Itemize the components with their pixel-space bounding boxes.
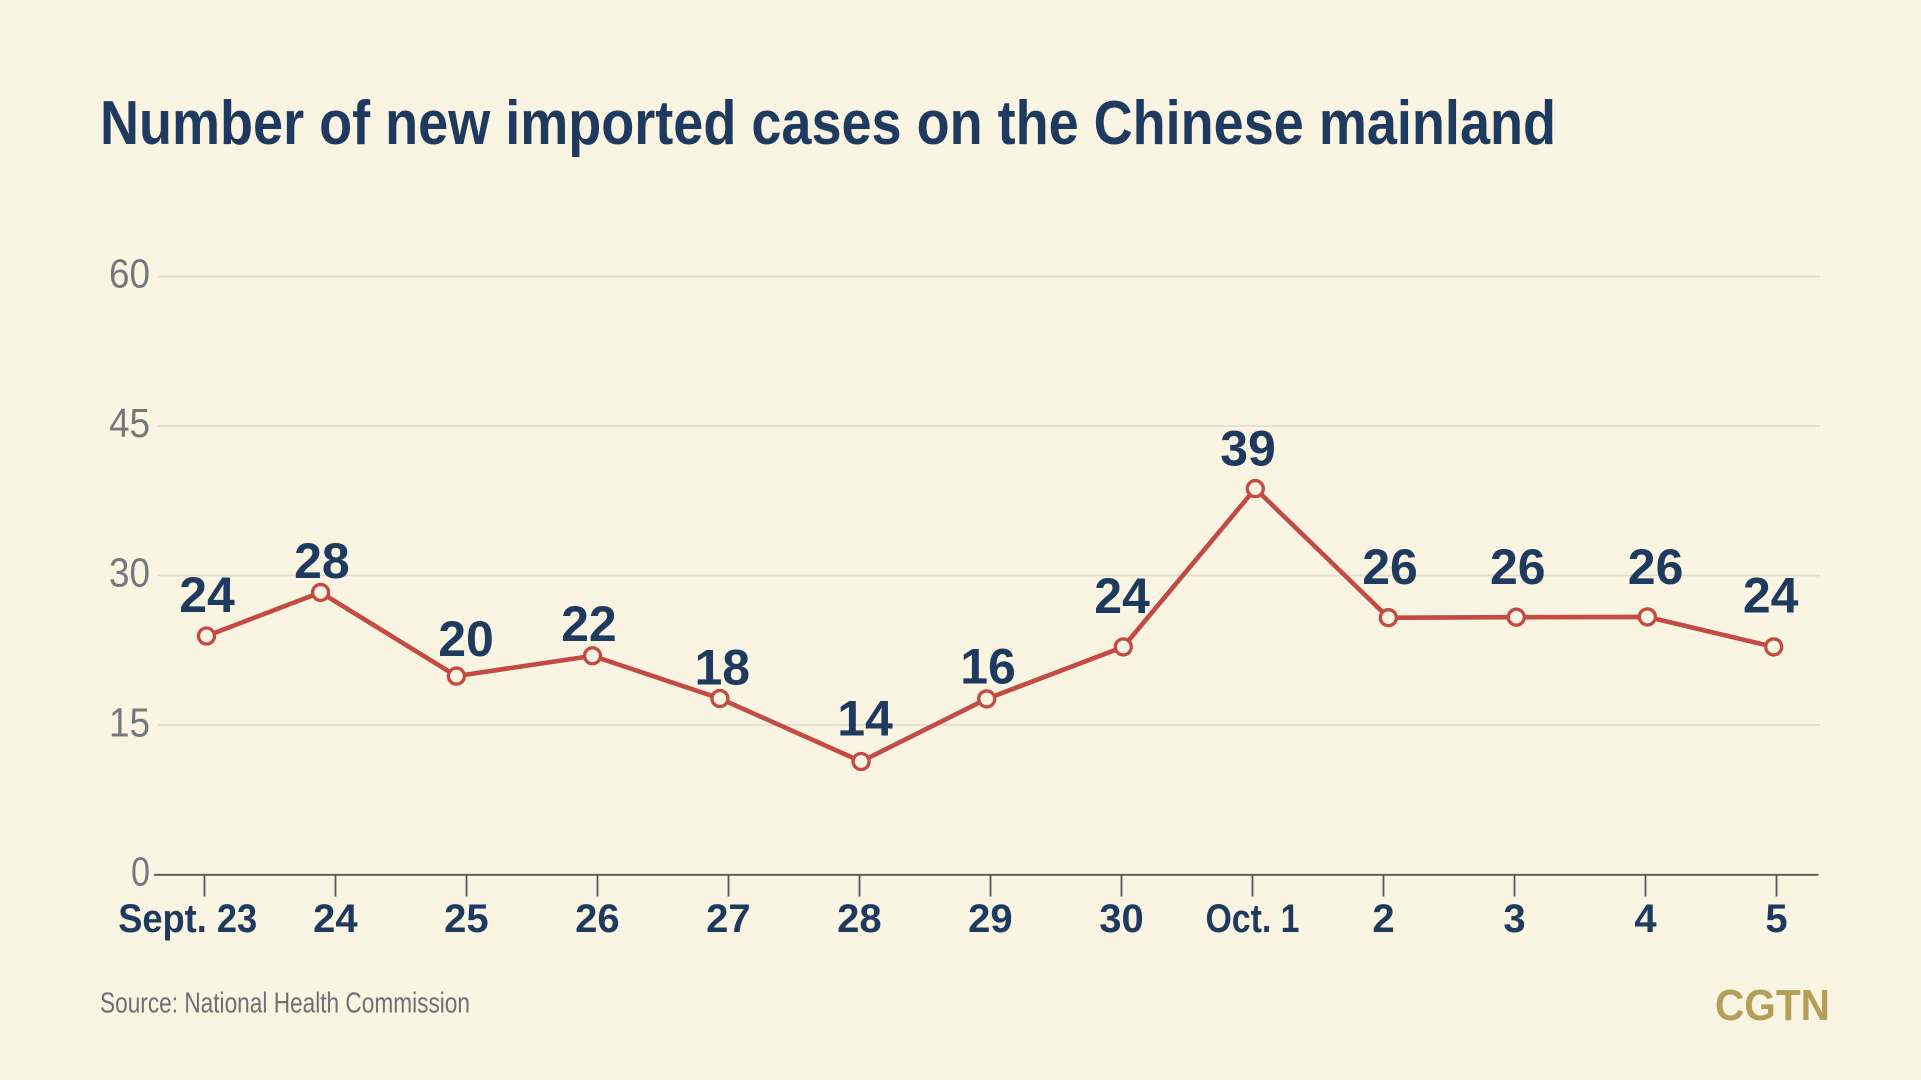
svg-text:Sept. 23: Sept. 23	[118, 897, 257, 941]
svg-text:26: 26	[1628, 539, 1684, 595]
svg-text:27: 27	[706, 897, 751, 941]
svg-text:2: 2	[1372, 897, 1394, 941]
svg-text:30: 30	[109, 550, 150, 596]
svg-text:4: 4	[1634, 897, 1657, 941]
svg-text:26: 26	[1490, 539, 1546, 595]
svg-text:24: 24	[1094, 568, 1150, 624]
svg-text:20: 20	[438, 611, 494, 667]
svg-text:26: 26	[575, 897, 620, 941]
svg-text:26: 26	[1362, 539, 1418, 595]
svg-text:28: 28	[294, 533, 350, 589]
svg-text:39: 39	[1220, 421, 1276, 477]
svg-text:24: 24	[1743, 568, 1799, 624]
svg-text:60: 60	[109, 251, 150, 297]
svg-text:3: 3	[1503, 897, 1525, 941]
svg-text:15: 15	[109, 700, 150, 746]
svg-text:24: 24	[179, 567, 235, 623]
svg-text:5: 5	[1765, 897, 1787, 941]
svg-text:CGTN: CGTN	[1715, 982, 1830, 1030]
svg-text:28: 28	[837, 897, 882, 941]
svg-text:0: 0	[131, 849, 150, 895]
svg-text:30: 30	[1099, 897, 1144, 941]
svg-text:Oct. 1: Oct. 1	[1206, 897, 1300, 941]
svg-text:29: 29	[968, 897, 1013, 941]
svg-text:22: 22	[561, 596, 617, 652]
svg-text:14: 14	[837, 691, 893, 747]
svg-text:Number of new imported cases o: Number of new imported cases on the Chin…	[100, 89, 1556, 158]
svg-text:25: 25	[444, 897, 489, 941]
svg-text:18: 18	[694, 640, 750, 696]
svg-text:16: 16	[960, 639, 1016, 695]
svg-text:24: 24	[313, 897, 358, 941]
svg-text:45: 45	[109, 400, 150, 446]
svg-text:Source: National Health Commis: Source: National Health Commission	[100, 987, 470, 1019]
